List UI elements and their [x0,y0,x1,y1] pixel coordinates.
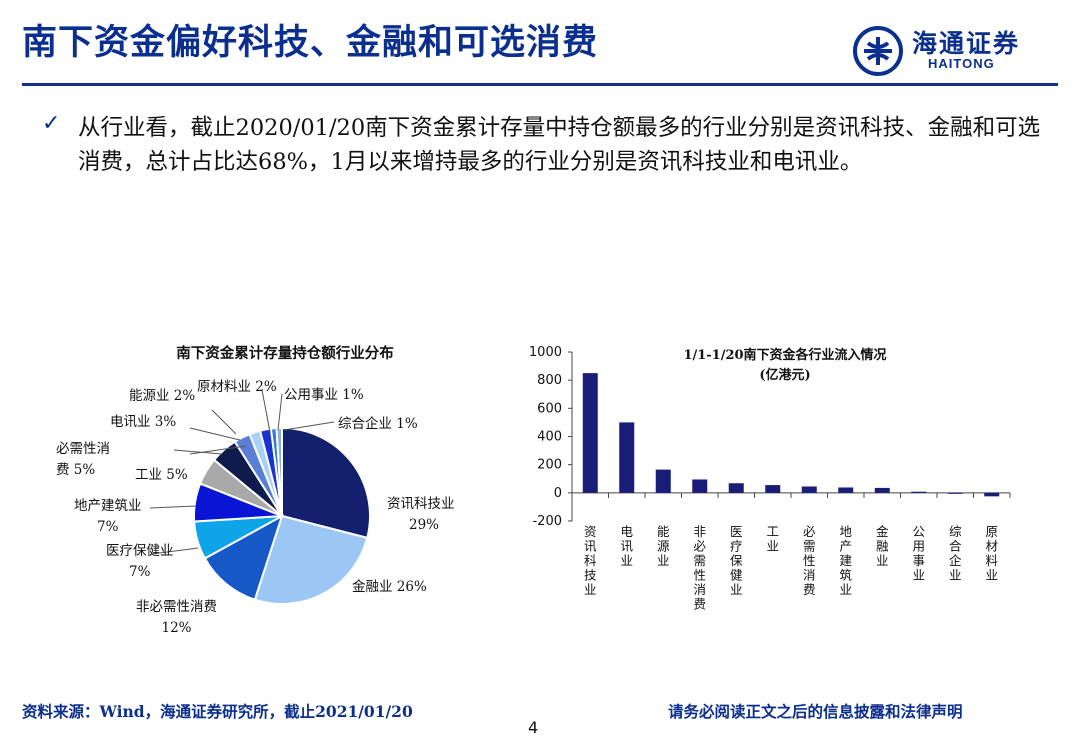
x-category-label: 工业 [766,524,779,554]
pie-label-telecom: 电讯业 3% [110,414,177,430]
bullet-text: 从行业看，截止2020/01/20南下资金累计存量中持仓额最多的行业分别是资讯科… [78,115,1041,175]
pie-label-finance: 金融业 26% [352,579,427,595]
haitong-logo-icon [853,26,903,76]
pie-label-materials: 原材料业 2% [197,379,277,395]
pie-leader-line [211,409,237,435]
bar-2 [655,469,671,493]
pie-label-energy: 能源业 2% [129,388,196,404]
check-icon: ✓ [42,111,61,136]
pie-leader-line [151,547,199,555]
x-category-label: 医疗保健业 [730,524,743,597]
pie-chart [149,389,371,605]
y-tick-label: 0 [554,486,562,501]
pie-label-conglomerates: 综合企业 1% [338,416,418,432]
pie-label-utilities: 公用事业 1% [284,387,364,403]
pie-label-healthcare: 医疗保健业 7% [106,543,174,580]
source-note: 资料来源：Wind，海通证券研究所，截止2021/01/20 [22,702,413,721]
x-category-label: 能源业 [657,524,670,568]
x-category-label: 原材料业 [985,524,998,583]
x-category-label: 电讯业 [620,524,633,568]
pie-label-industrial: 工业 5% [135,467,188,483]
x-category-label: 非必需性消费 [693,524,706,612]
pie-leader-line [189,445,247,455]
y-tick-label: 600 [537,401,562,416]
bar-10 [947,492,963,494]
pie-label-discretionary: 非必需性消费 12% [136,599,217,636]
pie-slice-11 [275,426,283,517]
bar-9 [911,491,927,493]
y-tick-label: -200 [532,514,562,529]
pie-leader-line [149,505,197,509]
bar-5 [765,485,781,493]
x-category-label: 地产建筑业 [839,524,852,597]
x-category-label: 必需性消费 [803,524,816,597]
pie-leader-line [189,427,241,441]
bar-chart: 1000 800 600 400 200 0 -200 资讯科技业 电讯业 能源业 非必需性消费 医疗… [529,345,1011,612]
bar-1 [619,422,635,493]
pie-chart-title: 南下资金累计存量持仓额行业分布 [176,345,394,362]
x-category-label: 综合企业 [949,524,962,583]
pie-slice-0 [281,426,371,540]
bar-0 [582,373,598,493]
title-underline [22,83,1058,86]
pie-label-property: 地产建筑业 7% [74,498,142,535]
y-tick-label: 800 [537,373,562,388]
pie-label-it: 资讯科技业 29% [387,496,455,533]
bar-11 [984,492,1000,497]
pie-leader-line [173,449,223,455]
page-number: 4 [528,718,539,737]
pie-slice-1 [253,514,369,605]
pie-label-staples: 必需性消 费 5% [56,441,110,478]
slide-title: 南下资金偏好科技、金融和可选消费 [22,22,599,63]
bar-4 [728,483,744,493]
y-tick-label: 1000 [529,345,562,360]
bar-8 [874,487,890,493]
x-category-label: 资讯科技业 [584,524,597,597]
pie-leader-line [283,421,335,431]
haitong-logo: 海通证券 HAITONG [850,24,1050,80]
x-category-label: 金融业 [876,524,889,568]
logo-chinese-name: 海通证券 [912,29,1021,58]
pie-slice-2 [203,513,284,601]
y-tick-label: 200 [537,458,562,473]
x-category-label: 公用事业 [912,524,925,583]
bar-7 [838,487,854,493]
bar-6 [801,486,817,493]
bar-3 [692,479,708,493]
y-tick-label: 400 [537,430,562,445]
logo-english-name: HAITONG [928,56,995,71]
bar-chart-title: 1/1-1/20南下资金各行业流入情况 (亿港元) [683,348,887,383]
pie-leader-line [261,389,271,433]
pie-leader-line [277,393,283,431]
disclaimer-note: 请务必阅读正文之后的信息披露和法律声明 [668,702,963,721]
